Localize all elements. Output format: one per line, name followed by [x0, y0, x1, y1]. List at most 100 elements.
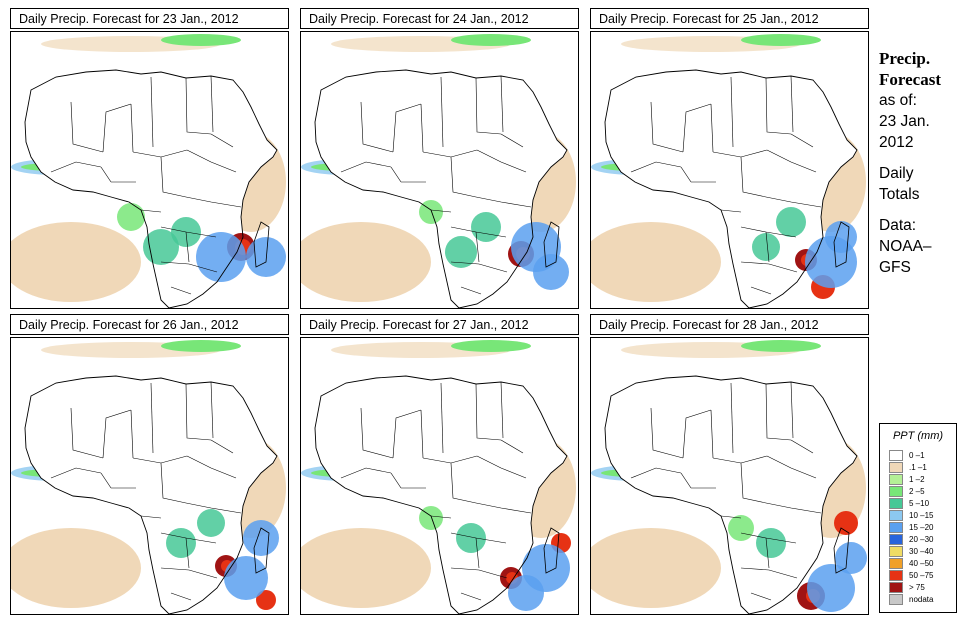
madagascar-outline	[543, 527, 560, 574]
forecast-map	[10, 31, 289, 309]
country-border	[420, 103, 424, 153]
country-border	[680, 472, 692, 489]
coastline	[314, 69, 568, 308]
country-border	[140, 515, 162, 519]
country-border	[650, 407, 684, 459]
country-border	[750, 592, 772, 601]
country-border	[430, 209, 452, 213]
precip-cell	[756, 528, 786, 558]
country-border	[185, 196, 242, 208]
legend-swatch	[889, 582, 903, 593]
legend-swatch	[889, 594, 903, 605]
country-border	[740, 567, 798, 579]
africa-map	[591, 34, 866, 308]
coastline	[314, 375, 568, 614]
legend-label: 20 –30	[909, 535, 934, 544]
legend-swatch	[889, 450, 903, 461]
country-border	[765, 537, 770, 569]
madagascar-outline	[833, 527, 850, 574]
country-border	[440, 382, 444, 454]
country-border	[765, 502, 822, 514]
country-border	[475, 231, 480, 263]
country-border	[102, 103, 132, 153]
country-border	[740, 261, 798, 273]
legend-label: .1 –1	[909, 463, 927, 472]
legend-label: 30 –40	[909, 547, 934, 556]
country-border	[710, 103, 714, 153]
dry-ocean-area	[11, 222, 141, 302]
coastline	[24, 375, 278, 614]
precip-cell	[419, 200, 443, 224]
country-border	[450, 156, 477, 198]
asof-label: as of:	[879, 92, 917, 109]
precip-cell	[825, 221, 857, 253]
country-border	[150, 76, 154, 148]
country-border	[100, 472, 112, 489]
country-border	[360, 101, 394, 153]
precip-cell	[471, 212, 501, 242]
precip-cell	[752, 233, 780, 261]
country-border	[70, 407, 104, 459]
land-area	[605, 70, 857, 308]
madagascar-outline	[253, 527, 270, 574]
totals-line-1: Daily	[879, 165, 914, 182]
legend-swatch	[889, 558, 903, 569]
country-border	[160, 156, 187, 198]
dry-ocean-area	[11, 528, 141, 608]
panel-title: Daily Precip. Forecast for 25 Jan., 2012	[590, 8, 869, 29]
madagascar-outline	[543, 221, 560, 268]
country-border	[766, 455, 817, 479]
country-border	[50, 467, 102, 479]
totals-line-2: Totals	[879, 186, 920, 203]
country-border	[185, 537, 190, 569]
country-border	[160, 261, 218, 273]
country-border	[130, 103, 134, 153]
precip-cell	[196, 232, 246, 282]
country-border	[140, 209, 162, 213]
dry-ocean-area	[301, 528, 431, 608]
country-border	[630, 467, 682, 479]
country-border	[720, 209, 742, 213]
country-border	[710, 409, 714, 459]
precip-cell	[776, 207, 806, 237]
country-border	[450, 567, 508, 579]
country-border	[430, 515, 452, 519]
land-area	[25, 376, 277, 614]
data-line-2: NOAA–	[879, 238, 932, 255]
country-border	[170, 592, 192, 601]
country-border	[766, 149, 817, 173]
forecast-map	[590, 31, 869, 309]
panel-title: Daily Precip. Forecast for 27 Jan., 2012	[300, 314, 579, 335]
legend-swatch	[889, 534, 903, 545]
precip-cell	[246, 237, 286, 277]
precip-cell	[834, 511, 858, 535]
country-border	[186, 149, 237, 173]
legend-label: 1 –2	[909, 475, 925, 484]
africa-map	[11, 340, 286, 614]
country-border	[790, 439, 814, 454]
legend-label: 0 –1	[909, 451, 925, 460]
forecast-map	[300, 337, 579, 615]
data-line-1: Data:	[879, 217, 917, 234]
legend-label: 40 –50	[909, 559, 934, 568]
country-border	[185, 383, 212, 441]
legend-swatch	[889, 570, 903, 581]
country-border	[682, 409, 712, 459]
precip-cell	[807, 564, 855, 612]
precip-cell	[508, 575, 544, 611]
precip-cell	[117, 203, 145, 231]
panel-title: Daily Precip. Forecast for 26 Jan., 2012	[10, 314, 289, 335]
data-line-3: GFS	[879, 259, 911, 276]
precip-cell	[197, 509, 225, 537]
country-border	[500, 75, 504, 133]
precip-cell	[256, 590, 276, 610]
country-border	[185, 77, 212, 135]
panel-title: Daily Precip. Forecast for 24 Jan., 2012	[300, 8, 579, 29]
legend-swatch	[889, 498, 903, 509]
precip-cell	[143, 229, 179, 265]
country-border	[475, 537, 480, 569]
forecast-map	[10, 337, 289, 615]
panel-title: Daily Precip. Forecast for 28 Jan., 2012	[590, 314, 869, 335]
country-border	[210, 439, 234, 454]
country-border	[475, 502, 532, 514]
